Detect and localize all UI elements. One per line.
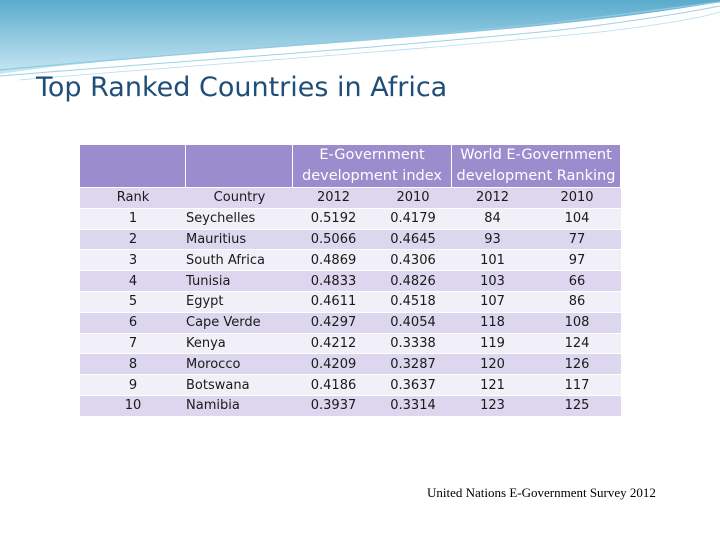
rank-cell: 4 bbox=[80, 271, 186, 292]
index-2012-cell: 0.4611 bbox=[293, 291, 374, 313]
index-2010-cell: 0.4054 bbox=[374, 312, 452, 334]
ranking-2012-cell: 103 bbox=[452, 271, 533, 292]
table-row: 10 Namibia 0.3937 0.3314 123 125 bbox=[80, 395, 621, 417]
header-blank-country bbox=[186, 145, 293, 188]
country-cell: Morocco bbox=[186, 354, 293, 376]
ranking-2012-cell: 120 bbox=[452, 354, 533, 376]
rank-cell: 3 bbox=[80, 250, 186, 272]
table-row: 4 Tunisia 0.4833 0.4826 103 66 bbox=[80, 271, 621, 292]
column-header-rank-2012: 2012 bbox=[452, 188, 533, 209]
ranking-2012-cell: 101 bbox=[452, 250, 533, 272]
rank-cell: 2 bbox=[80, 229, 186, 251]
ranking-2012-cell: 123 bbox=[452, 395, 533, 417]
index-2012-cell: 0.5066 bbox=[293, 229, 374, 251]
table-row: 9 Botswana 0.4186 0.3637 121 117 bbox=[80, 375, 621, 396]
table-row: 5 Egypt 0.4611 0.4518 107 86 bbox=[80, 291, 621, 313]
table-row: 3 South Africa 0.4869 0.4306 101 97 bbox=[80, 250, 621, 272]
table-row: 6 Cape Verde 0.4297 0.4054 118 108 bbox=[80, 312, 621, 334]
index-2010-cell: 0.3287 bbox=[374, 354, 452, 376]
country-cell: South Africa bbox=[186, 250, 293, 272]
country-cell: Kenya bbox=[186, 333, 293, 355]
ranking-2010-cell: 104 bbox=[533, 208, 621, 230]
source-citation: United Nations E-Government Survey 2012 bbox=[427, 485, 656, 500]
index-2010-cell: 0.3338 bbox=[374, 333, 452, 355]
rank-cell: 10 bbox=[80, 395, 186, 417]
ranking-2010-cell: 117 bbox=[533, 375, 621, 396]
table-row: 1 Seychelles 0.5192 0.4179 84 104 bbox=[80, 208, 621, 230]
ranking-2010-cell: 125 bbox=[533, 395, 621, 417]
index-2010-cell: 0.4826 bbox=[374, 271, 452, 292]
column-header-country: Country bbox=[186, 188, 293, 209]
ranking-2012-cell: 84 bbox=[452, 208, 533, 230]
country-cell: Seychelles bbox=[186, 208, 293, 230]
column-header-rank-2010: 2010 bbox=[533, 188, 621, 209]
ranking-2012-cell: 118 bbox=[452, 312, 533, 334]
ranking-2012-cell: 119 bbox=[452, 333, 533, 355]
country-cell: Cape Verde bbox=[186, 312, 293, 334]
column-header-index-2012: 2012 bbox=[293, 188, 374, 209]
index-2010-cell: 0.4645 bbox=[374, 229, 452, 251]
country-cell: Namibia bbox=[186, 395, 293, 417]
index-2012-cell: 0.5192 bbox=[293, 208, 374, 230]
ranking-2010-cell: 126 bbox=[533, 354, 621, 376]
ranking-2010-cell: 124 bbox=[533, 333, 621, 355]
index-2010-cell: 0.4306 bbox=[374, 250, 452, 272]
table-row: 8 Morocco 0.4209 0.3287 120 126 bbox=[80, 354, 621, 376]
ranking-2010-cell: 66 bbox=[533, 271, 621, 292]
index-2010-cell: 0.3637 bbox=[374, 375, 452, 396]
ranking-2010-cell: 97 bbox=[533, 250, 621, 272]
column-header-index-2010: 2010 bbox=[374, 188, 452, 209]
header-world-ranking: World E-Government development Ranking bbox=[452, 145, 621, 188]
ranking-2012-cell: 107 bbox=[452, 291, 533, 313]
ranking-2010-cell: 108 bbox=[533, 312, 621, 334]
index-2012-cell: 0.4209 bbox=[293, 354, 374, 376]
africa-egov-table: E-Government development index World E-G… bbox=[80, 145, 621, 417]
rank-cell: 1 bbox=[80, 208, 186, 230]
index-2010-cell: 0.4518 bbox=[374, 291, 452, 313]
rank-cell: 8 bbox=[80, 354, 186, 376]
country-cell: Tunisia bbox=[186, 271, 293, 292]
ranking-2010-cell: 77 bbox=[533, 229, 621, 251]
group-header-row: E-Government development index World E-G… bbox=[80, 145, 621, 188]
slide-title: Top Ranked Countries in Africa bbox=[36, 72, 448, 103]
index-2010-cell: 0.4179 bbox=[374, 208, 452, 230]
header-blank-rank bbox=[80, 145, 186, 188]
ranking-2010-cell: 86 bbox=[533, 291, 621, 313]
ranking-2012-cell: 93 bbox=[452, 229, 533, 251]
table-row: 7 Kenya 0.4212 0.3338 119 124 bbox=[80, 333, 621, 355]
index-2012-cell: 0.4212 bbox=[293, 333, 374, 355]
ranking-2012-cell: 121 bbox=[452, 375, 533, 396]
rank-cell: 9 bbox=[80, 375, 186, 396]
decorative-swoosh-banner bbox=[0, 0, 720, 81]
index-2012-cell: 0.3937 bbox=[293, 395, 374, 417]
index-2012-cell: 0.4297 bbox=[293, 312, 374, 334]
index-2010-cell: 0.3314 bbox=[374, 395, 452, 417]
country-cell: Mauritius bbox=[186, 229, 293, 251]
rank-cell: 6 bbox=[80, 312, 186, 334]
country-cell: Egypt bbox=[186, 291, 293, 313]
column-header-rank: Rank bbox=[80, 188, 186, 209]
index-2012-cell: 0.4869 bbox=[293, 250, 374, 272]
header-egov-index: E-Government development index bbox=[293, 145, 452, 188]
rank-cell: 5 bbox=[80, 291, 186, 313]
table-row: 2 Mauritius 0.5066 0.4645 93 77 bbox=[80, 229, 621, 251]
table-body: 1 Seychelles 0.5192 0.4179 84 104 2 Mauritius 0.… bbox=[80, 208, 621, 417]
country-cell: Botswana bbox=[186, 375, 293, 396]
index-2012-cell: 0.4186 bbox=[293, 375, 374, 396]
index-2012-cell: 0.4833 bbox=[293, 271, 374, 292]
rank-cell: 7 bbox=[80, 333, 186, 355]
column-header-row: Rank Country 2012 2010 2012 2010 bbox=[80, 188, 621, 209]
